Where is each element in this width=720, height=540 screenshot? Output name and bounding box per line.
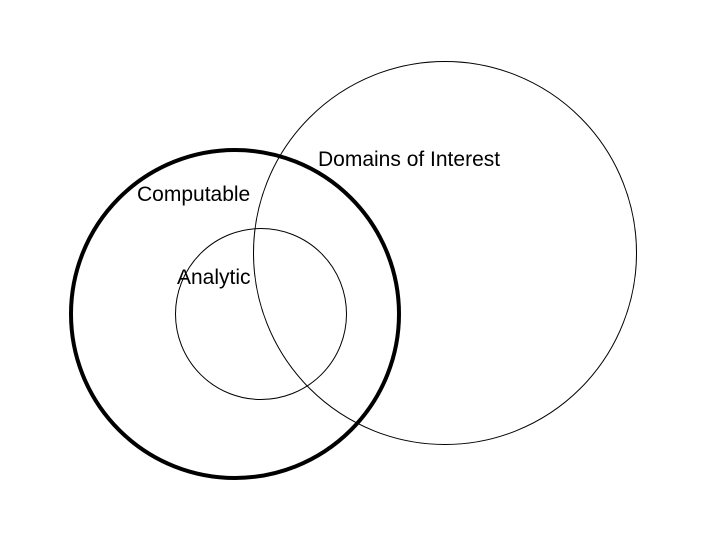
computable-label: Computable: [137, 183, 250, 207]
venn-diagram: Domains of Interest Computable Analytic: [0, 0, 720, 540]
analytic-label: Analytic: [177, 266, 251, 290]
analytic-circle: [175, 228, 347, 400]
domains-of-interest-label: Domains of Interest: [318, 148, 500, 172]
